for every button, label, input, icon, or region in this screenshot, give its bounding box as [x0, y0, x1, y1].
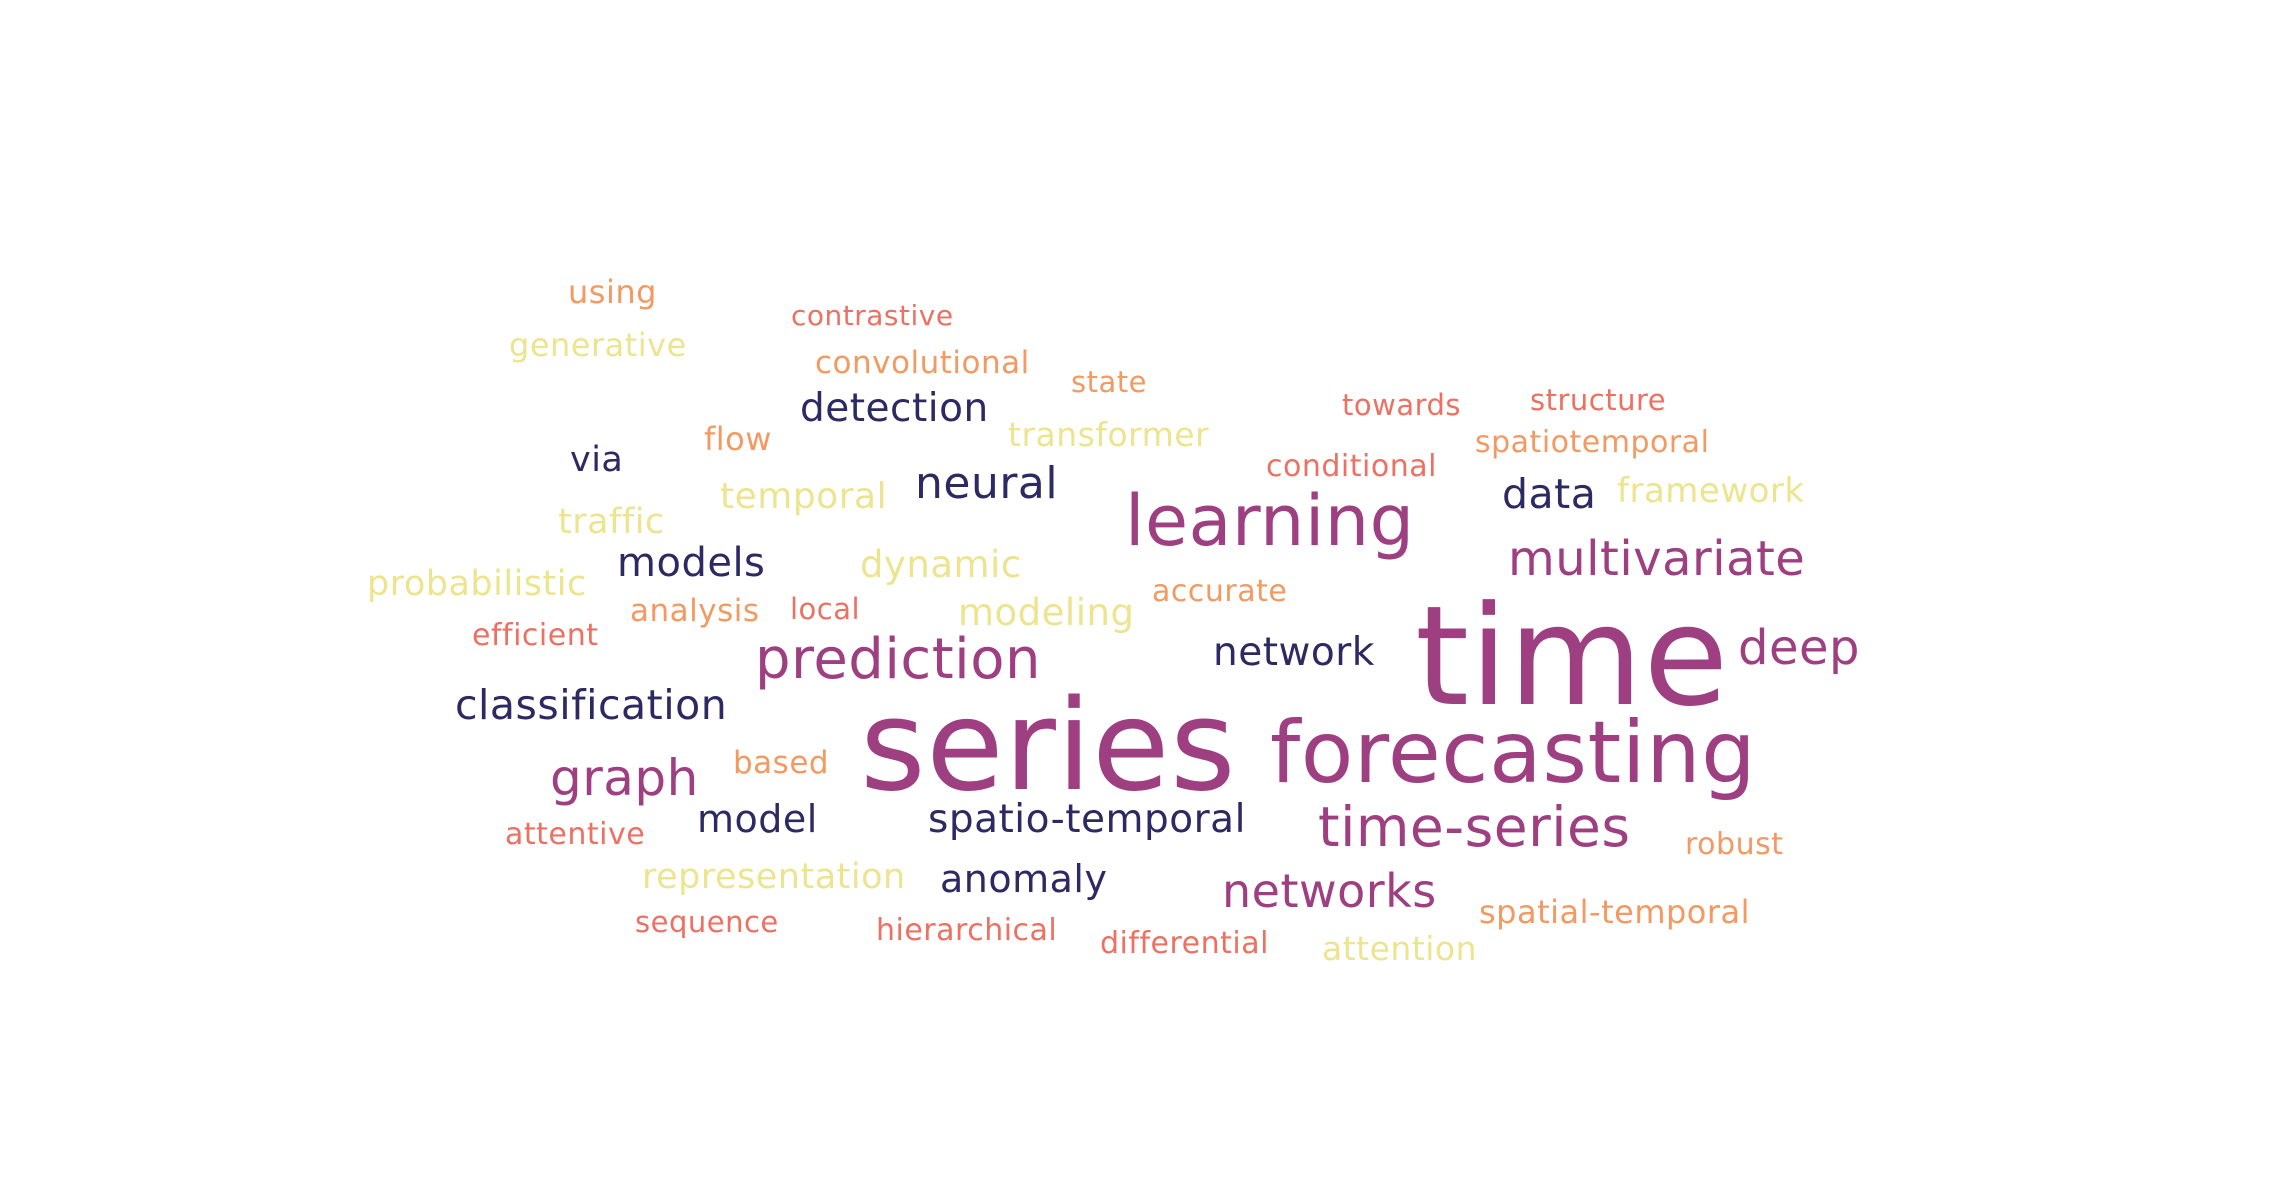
- word-traffic: traffic: [558, 502, 665, 542]
- word-detection: detection: [800, 386, 989, 431]
- word-flow: flow: [704, 420, 772, 458]
- word-generative: generative: [509, 326, 687, 364]
- word-classification: classification: [455, 681, 728, 729]
- word-spatial-temporal: spatial-temporal: [1479, 893, 1751, 931]
- word-modeling: modeling: [958, 591, 1135, 634]
- word-dynamic: dynamic: [860, 543, 1022, 586]
- word-spatio-temporal: spatio-temporal: [928, 797, 1246, 842]
- word-local: local: [790, 592, 861, 626]
- word-via: via: [570, 440, 624, 480]
- word-model: model: [697, 797, 818, 841]
- word-data: data: [1502, 470, 1597, 518]
- word-based: based: [733, 745, 830, 781]
- word-networks: networks: [1222, 864, 1437, 918]
- word-anomaly: anomaly: [940, 857, 1108, 901]
- word-temporal: temporal: [720, 476, 888, 517]
- word-deep: deep: [1738, 620, 1860, 676]
- word-forecasting: forecasting: [1270, 703, 1757, 803]
- word-spatiotemporal: spatiotemporal: [1475, 425, 1710, 460]
- word-network: network: [1213, 630, 1375, 675]
- word-framework: framework: [1617, 471, 1805, 511]
- word-series: series: [860, 672, 1237, 819]
- word-using: using: [568, 273, 657, 311]
- word-convolutional: convolutional: [815, 345, 1030, 381]
- word-neural: neural: [915, 458, 1059, 509]
- word-learning: learning: [1125, 480, 1415, 562]
- word-multivariate: multivariate: [1508, 531, 1806, 587]
- word-probabilistic: probabilistic: [367, 564, 587, 604]
- word-efficient: efficient: [472, 618, 599, 653]
- word-models: models: [617, 540, 766, 586]
- word-sequence: sequence: [635, 905, 779, 939]
- word-hierarchical: hierarchical: [876, 913, 1058, 948]
- word-robust: robust: [1685, 827, 1784, 862]
- word-analysis: analysis: [630, 593, 760, 629]
- word-graph: graph: [550, 749, 699, 807]
- word-transformer: transformer: [1008, 415, 1210, 454]
- word-attentive: attentive: [505, 817, 646, 852]
- word-differential: differential: [1100, 926, 1269, 961]
- word-prediction: prediction: [755, 627, 1041, 692]
- word-structure: structure: [1530, 383, 1667, 417]
- word-towards: towards: [1342, 388, 1462, 422]
- word-time-series: time-series: [1318, 795, 1631, 859]
- word-contrastive: contrastive: [791, 299, 954, 332]
- word-conditional: conditional: [1266, 449, 1437, 484]
- word-attention: attention: [1322, 929, 1478, 968]
- word-accurate: accurate: [1152, 574, 1288, 609]
- word-time: time: [1415, 576, 1729, 737]
- word-state: state: [1071, 365, 1147, 399]
- word-representation: representation: [642, 857, 906, 897]
